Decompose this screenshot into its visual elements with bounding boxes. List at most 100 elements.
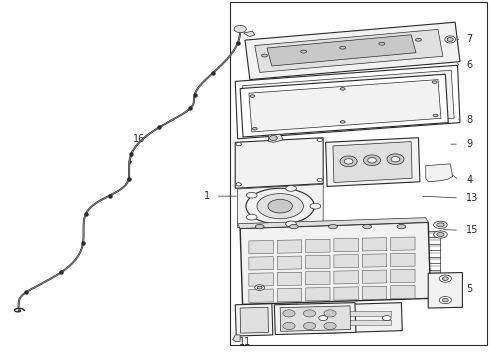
Text: 15: 15 bbox=[466, 225, 479, 235]
Polygon shape bbox=[238, 184, 323, 228]
Polygon shape bbox=[311, 303, 402, 333]
Polygon shape bbox=[333, 141, 412, 183]
Ellipse shape bbox=[257, 194, 303, 219]
Ellipse shape bbox=[382, 316, 391, 320]
Polygon shape bbox=[334, 271, 358, 284]
Polygon shape bbox=[269, 134, 283, 142]
Polygon shape bbox=[428, 273, 463, 308]
Polygon shape bbox=[249, 273, 273, 286]
Ellipse shape bbox=[303, 322, 316, 329]
Polygon shape bbox=[334, 287, 358, 300]
Ellipse shape bbox=[368, 158, 376, 163]
Polygon shape bbox=[323, 311, 392, 317]
Ellipse shape bbox=[340, 46, 345, 49]
Ellipse shape bbox=[387, 154, 404, 165]
Ellipse shape bbox=[340, 87, 345, 90]
Ellipse shape bbox=[437, 223, 444, 227]
Polygon shape bbox=[334, 238, 358, 252]
Ellipse shape bbox=[329, 225, 337, 229]
Polygon shape bbox=[306, 255, 330, 269]
Text: 9: 9 bbox=[466, 139, 472, 149]
Ellipse shape bbox=[262, 54, 268, 57]
Ellipse shape bbox=[250, 95, 255, 97]
Text: 13: 13 bbox=[466, 193, 479, 203]
Text: 6: 6 bbox=[466, 60, 472, 70]
Text: 10: 10 bbox=[338, 321, 350, 331]
Ellipse shape bbox=[255, 285, 265, 291]
Ellipse shape bbox=[255, 225, 264, 229]
Ellipse shape bbox=[340, 121, 345, 123]
Polygon shape bbox=[323, 320, 392, 325]
Text: 16: 16 bbox=[133, 134, 145, 144]
Ellipse shape bbox=[437, 233, 444, 237]
Polygon shape bbox=[249, 257, 273, 270]
Polygon shape bbox=[245, 22, 460, 80]
Ellipse shape bbox=[317, 138, 322, 141]
Polygon shape bbox=[362, 270, 387, 283]
Polygon shape bbox=[238, 218, 428, 228]
Text: 3: 3 bbox=[350, 324, 356, 334]
Ellipse shape bbox=[286, 185, 296, 191]
Ellipse shape bbox=[303, 310, 316, 317]
Polygon shape bbox=[391, 253, 415, 266]
Polygon shape bbox=[235, 304, 273, 336]
Ellipse shape bbox=[442, 298, 448, 302]
Polygon shape bbox=[240, 222, 431, 305]
Polygon shape bbox=[362, 254, 387, 267]
Polygon shape bbox=[277, 240, 302, 253]
Ellipse shape bbox=[364, 155, 381, 166]
Ellipse shape bbox=[236, 183, 242, 186]
Polygon shape bbox=[362, 238, 387, 251]
Ellipse shape bbox=[283, 310, 295, 317]
Ellipse shape bbox=[434, 231, 447, 238]
Ellipse shape bbox=[310, 203, 321, 209]
Ellipse shape bbox=[445, 36, 456, 43]
Ellipse shape bbox=[236, 143, 242, 146]
Polygon shape bbox=[249, 289, 273, 302]
Polygon shape bbox=[277, 256, 302, 269]
Ellipse shape bbox=[286, 221, 296, 227]
Polygon shape bbox=[306, 288, 330, 301]
Bar bbox=[230, 3, 487, 345]
Ellipse shape bbox=[439, 275, 451, 282]
Polygon shape bbox=[249, 240, 273, 254]
Text: 7: 7 bbox=[466, 35, 472, 44]
Polygon shape bbox=[240, 307, 269, 333]
Polygon shape bbox=[277, 272, 302, 285]
Ellipse shape bbox=[283, 322, 295, 329]
Ellipse shape bbox=[317, 179, 322, 181]
Ellipse shape bbox=[252, 127, 257, 130]
Ellipse shape bbox=[397, 225, 406, 229]
Ellipse shape bbox=[270, 135, 277, 140]
Polygon shape bbox=[243, 70, 454, 134]
Polygon shape bbox=[391, 269, 415, 283]
Ellipse shape bbox=[434, 221, 447, 228]
Ellipse shape bbox=[432, 81, 437, 84]
Ellipse shape bbox=[442, 277, 448, 280]
Polygon shape bbox=[277, 288, 302, 302]
Ellipse shape bbox=[416, 39, 421, 41]
Text: 8: 8 bbox=[466, 115, 472, 125]
Ellipse shape bbox=[363, 225, 371, 229]
Ellipse shape bbox=[344, 159, 353, 164]
Text: 11: 11 bbox=[239, 337, 251, 347]
Polygon shape bbox=[426, 164, 453, 182]
Ellipse shape bbox=[391, 157, 400, 162]
Ellipse shape bbox=[324, 310, 336, 317]
Text: 14: 14 bbox=[293, 161, 305, 171]
Ellipse shape bbox=[324, 322, 336, 329]
Ellipse shape bbox=[340, 156, 357, 167]
Polygon shape bbox=[233, 335, 240, 341]
Polygon shape bbox=[306, 239, 330, 252]
Polygon shape bbox=[362, 286, 387, 300]
Ellipse shape bbox=[268, 199, 293, 213]
Ellipse shape bbox=[439, 297, 451, 304]
Ellipse shape bbox=[257, 286, 262, 289]
Ellipse shape bbox=[319, 316, 328, 320]
Polygon shape bbox=[280, 306, 350, 331]
Polygon shape bbox=[326, 138, 420, 186]
Ellipse shape bbox=[301, 50, 307, 53]
Ellipse shape bbox=[246, 188, 315, 224]
Polygon shape bbox=[235, 65, 460, 139]
Polygon shape bbox=[391, 285, 415, 299]
